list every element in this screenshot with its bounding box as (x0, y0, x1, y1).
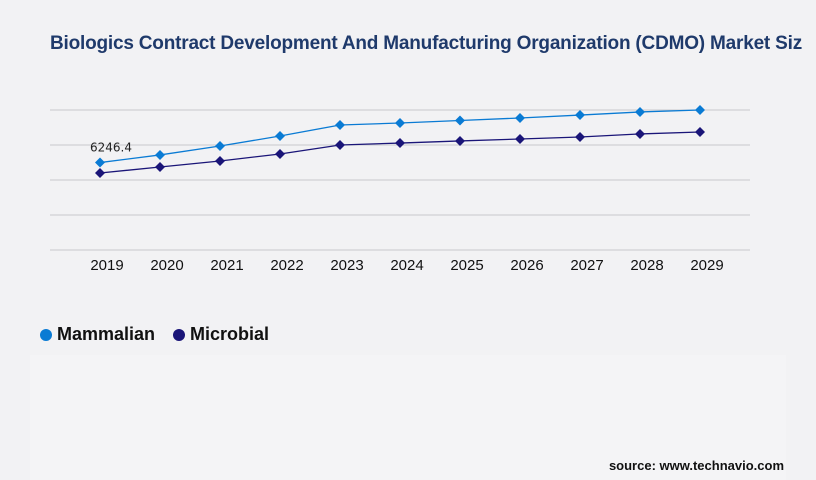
data-point (635, 128, 645, 139)
x-tick-label: 2028 (630, 257, 663, 274)
data-point (395, 118, 405, 129)
data-point (275, 148, 285, 159)
data-point (695, 105, 705, 115)
chart-title: Biologics Contract Development And Manuf… (50, 33, 802, 54)
x-tick-label: 2026 (510, 257, 543, 274)
x-tick-label: 2023 (330, 257, 363, 274)
data-point (155, 149, 165, 160)
x-tick-label: 2020 (150, 257, 183, 274)
legend-item-microbial[interactable]: Microbial (173, 324, 269, 345)
background-panel (30, 355, 786, 480)
x-tick-label: 2025 (450, 257, 483, 274)
data-point (275, 131, 285, 142)
data-point (455, 115, 465, 126)
data-point (575, 132, 585, 143)
data-point (335, 119, 345, 130)
legend-label: Microbial (190, 324, 270, 344)
legend-marker-icon (40, 328, 52, 341)
x-tick-label: 2029 (690, 257, 723, 274)
data-point (455, 135, 465, 146)
legend-item-mammalian[interactable]: Mammalian (40, 324, 155, 345)
data-point (215, 140, 225, 151)
data-point (515, 112, 525, 123)
source-text: source: www.technavio.com (608, 458, 784, 473)
x-tick-label: 2019 (90, 257, 123, 274)
data-point (635, 106, 645, 117)
data-point (575, 110, 585, 121)
data-point (395, 138, 405, 149)
legend-label: Mammalian (57, 324, 156, 344)
x-tick-label: 2021 (210, 257, 243, 274)
x-tick-label: 2022 (270, 257, 303, 274)
x-tick-label: 2024 (390, 257, 423, 274)
data-label: 6246.4 (90, 141, 132, 155)
data-point (95, 157, 105, 168)
data-point (335, 140, 345, 150)
data-point (695, 126, 705, 137)
data-point (95, 168, 105, 178)
data-point (515, 133, 525, 144)
data-point (155, 161, 165, 172)
data-point (215, 155, 225, 166)
series-line-mammalian (99, 109, 701, 164)
x-tick-label: 2027 (570, 257, 603, 274)
legend: Mammalian Microbial (40, 324, 269, 345)
legend-marker-icon (173, 328, 186, 341)
